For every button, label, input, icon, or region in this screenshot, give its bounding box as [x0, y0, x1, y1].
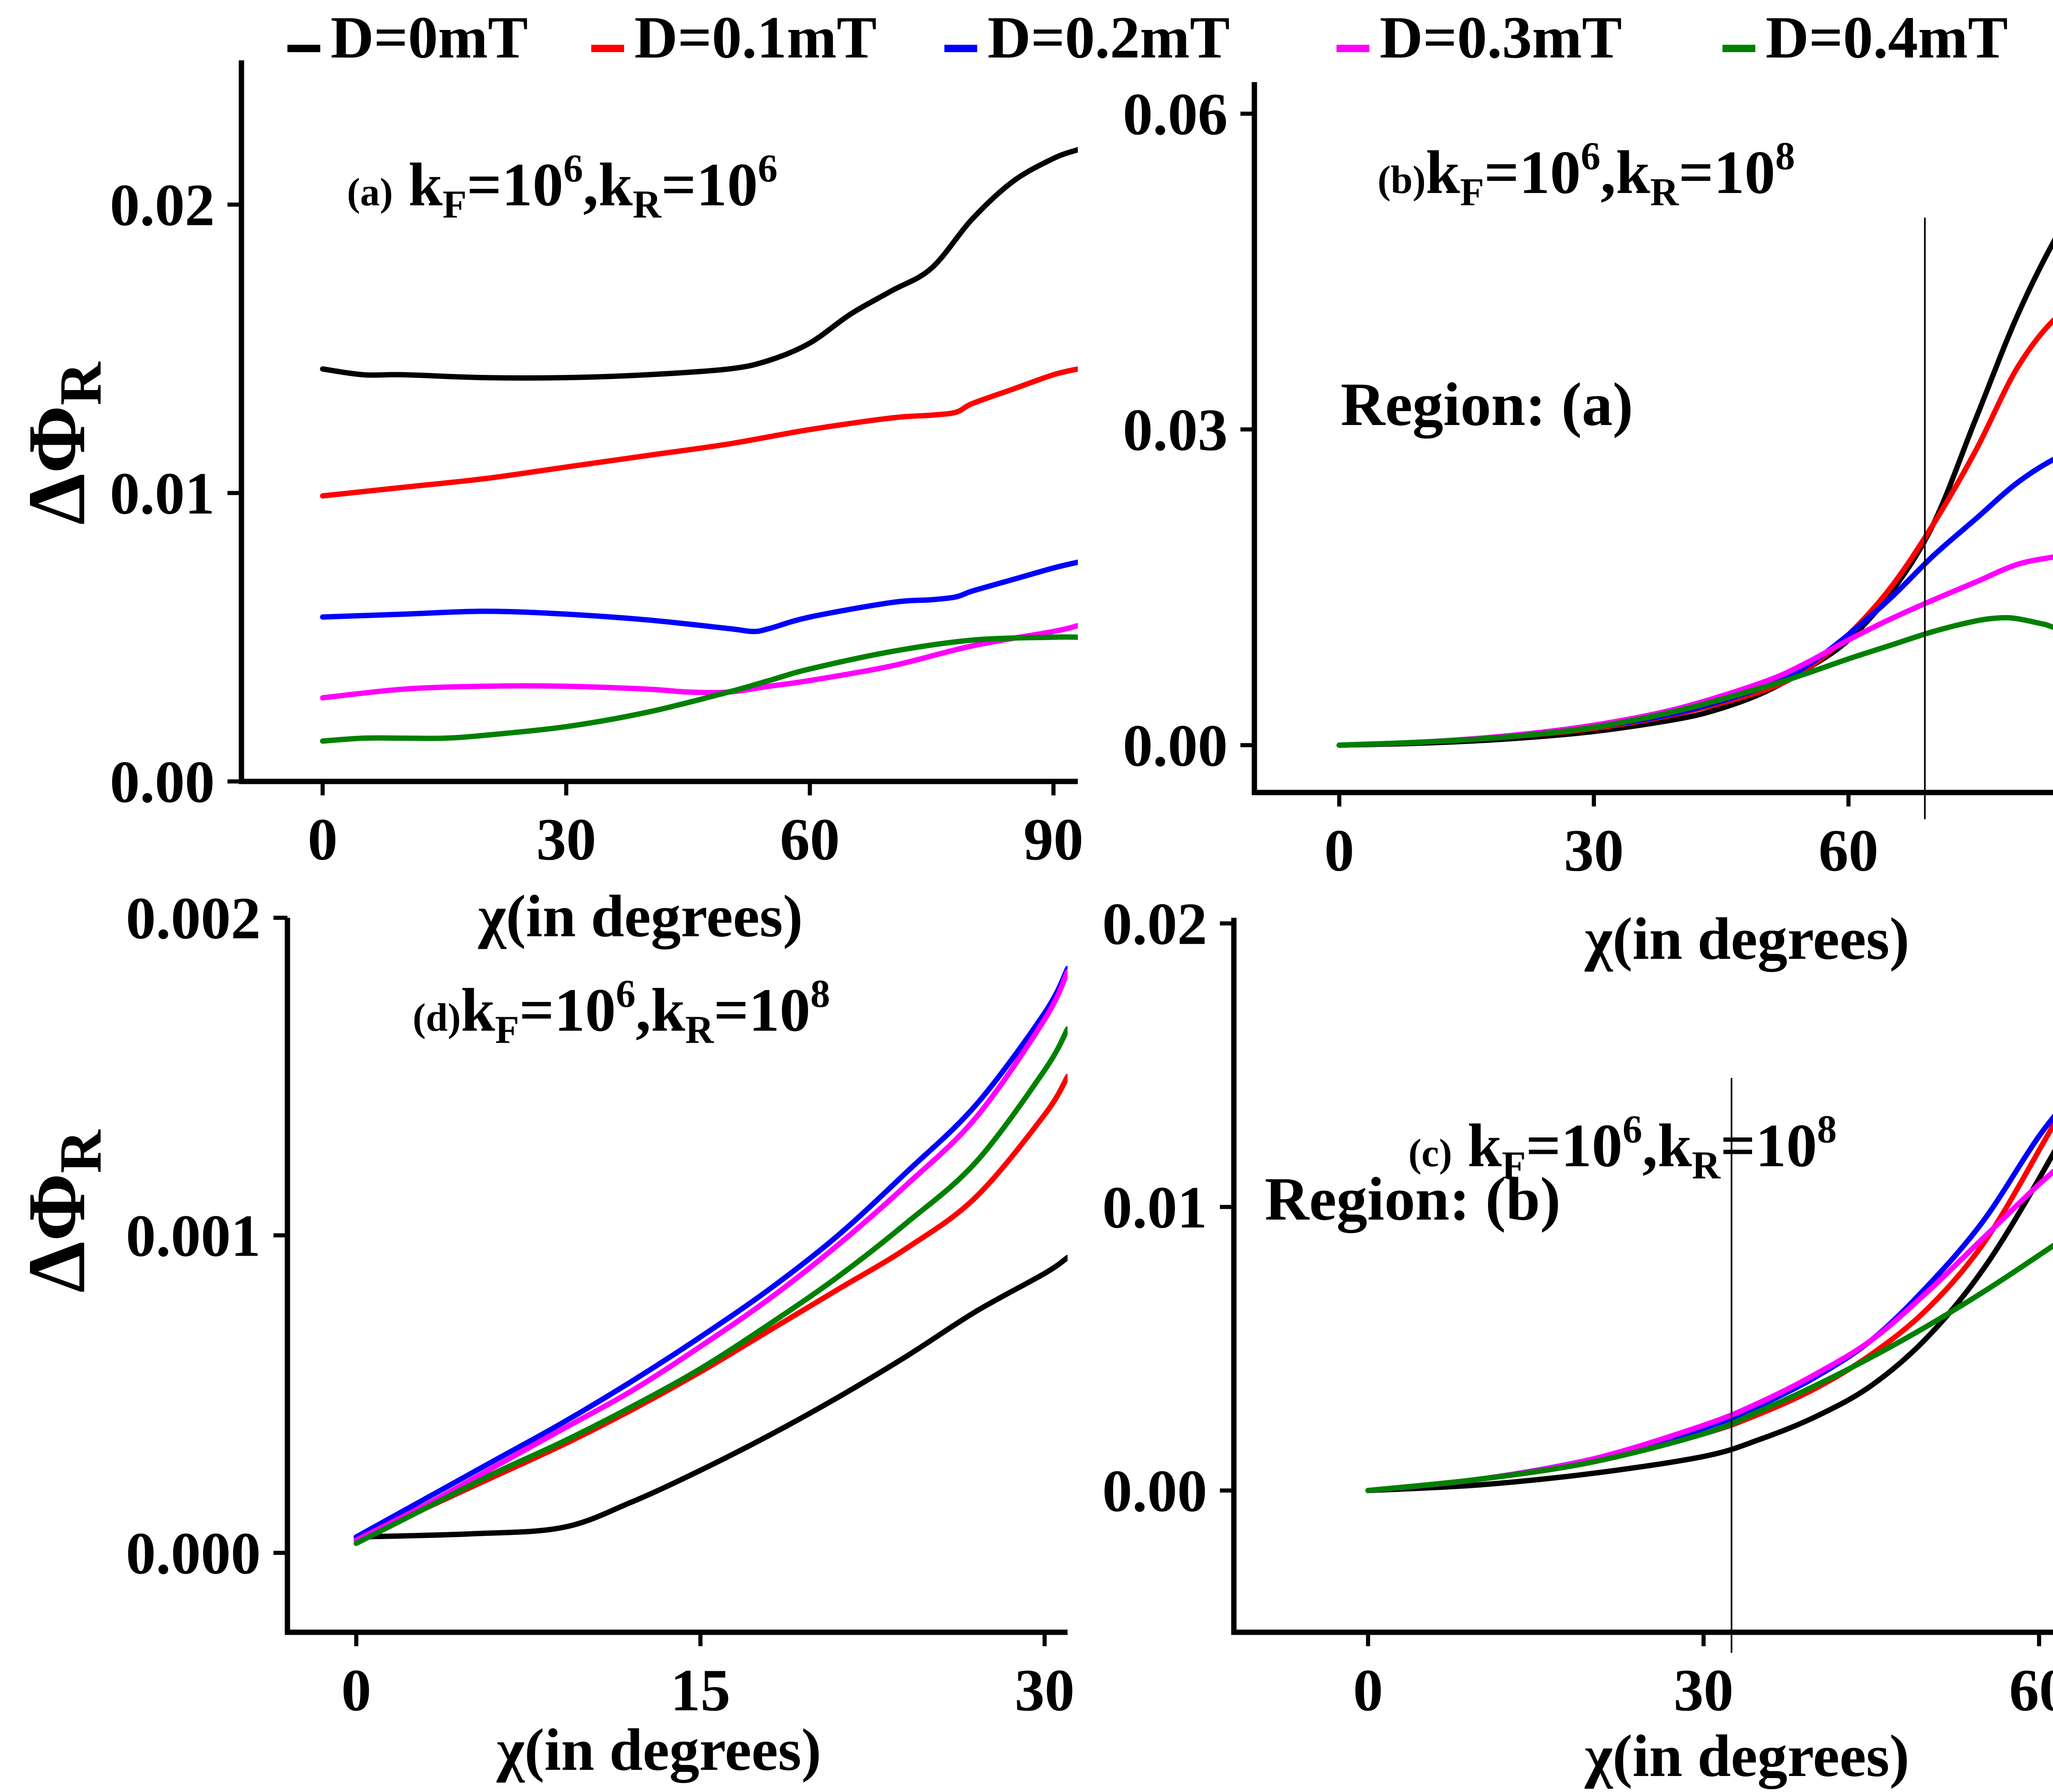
legend-label-3: D=0.3mT	[1380, 4, 1622, 71]
panel-d-series-4	[354, 1026, 1068, 1546]
panel-d-xlabel: χ(in degrees)	[496, 1716, 822, 1783]
panel-a-series-1	[320, 366, 1078, 499]
panel-c-xtick-label-0: 0	[1353, 1657, 1383, 1723]
panel-a-ytick-label-1: 0.01	[110, 460, 215, 527]
panel-b-ytick-label-1: 0.03	[1123, 397, 1228, 463]
panel-d-ylabel: ΔΦR	[11, 1129, 114, 1293]
panel-a-title: (a) kF=106,kR=106	[347, 146, 778, 226]
panel-c-ytick-label-0: 0.00	[1102, 1458, 1208, 1524]
panel-a-axes	[239, 60, 1078, 784]
panel-b-xtick-label-2: 60	[1819, 817, 1878, 884]
panel-d-ytick-label-2: 0.002	[126, 885, 261, 951]
panel-b-ytick-label-2: 0.06	[1123, 81, 1228, 147]
panel-d-title: (d)kF=106,kR=108	[413, 972, 830, 1052]
panel-b-xtick-label-1: 30	[1564, 817, 1624, 884]
legend-label-2: D=0.2mT	[987, 4, 1230, 71]
panel-c: 0 30 60 0.00 0.01 0.02 (c) kF=106,kR=108 Regi…	[1102, 891, 2053, 1789]
panel-c-xtick-label-1: 30	[1674, 1657, 1734, 1723]
panel-a-xtick-label-2: 60	[780, 806, 840, 873]
panel-b-title: (b)kF=106,kR=108	[1378, 134, 1795, 214]
legend: D=0mT D=0.1mT D=0.2mT D=0.3mT D=0.4mT	[287, 4, 2008, 71]
panel-c-axes	[1231, 918, 2053, 1635]
panel-b-axes	[1252, 82, 2053, 795]
panel-c-title: (c) kF=106,kR=108	[1408, 1107, 1837, 1187]
panel-c-ytick-label-1: 0.01	[1102, 1174, 1208, 1241]
panel-a-xtick-label-3: 90	[1024, 806, 1084, 873]
legend-label-0: D=0mT	[331, 4, 528, 71]
panel-a-series-4	[320, 634, 1078, 744]
panel-d-xtick-label-2: 30	[1015, 1657, 1075, 1723]
panel-d-axes	[285, 918, 1068, 1635]
panel-c-region-label: Region: (b)	[1265, 1165, 1561, 1233]
panel-c-series-0	[1365, 1149, 2053, 1493]
panel-a-ytick-label-0: 0.00	[110, 749, 215, 815]
panel-a-series-2	[320, 559, 1078, 634]
panel-b-series-4	[1337, 615, 2053, 748]
panel-a: 0 30 60 90 0.00 0.01 0.02 (a) kF=106,kR=106 χ(…	[11, 60, 1084, 949]
legend-label-1: D=0.1mT	[634, 4, 877, 71]
panel-c-xtick-label-2: 60	[2009, 1657, 2053, 1723]
panel-a-ytick-label-2: 0.02	[110, 172, 215, 238]
panel-d: 0 15 30 0.000 0.001 0.002 (d)kF=106,kR=108 χ(…	[11, 885, 1075, 1783]
panel-d-xtick-label-0: 0	[341, 1657, 371, 1723]
panel-b-ytick-label-0: 0.00	[1123, 712, 1228, 779]
panel-d-ytick-label-0: 0.000	[126, 1520, 261, 1587]
panel-c-series-4	[1365, 1243, 2053, 1493]
panel-d-series-2	[354, 966, 1068, 1540]
panel-b-region-label: Region: (a)	[1341, 370, 1633, 439]
panel-a-xtick-label-0: 0	[308, 806, 338, 873]
panel-a-ylabel: ΔΦR	[11, 361, 114, 525]
panel-a-xtick-label-1: 30	[536, 806, 596, 873]
panel-b-xlabel: χ(in degrees)	[1585, 905, 1910, 972]
panel-a-xlabel: χ(in degrees)	[478, 883, 803, 949]
legend-label-4: D=0.4mT	[1766, 4, 2008, 71]
panel-d-series-0	[354, 1255, 1068, 1540]
panel-d-ytick-label-1: 0.001	[126, 1202, 261, 1269]
panel-d-series-3	[354, 969, 1068, 1543]
panel-d-xtick-label-1: 15	[671, 1657, 730, 1723]
panel-c-xlabel: χ(in degrees)	[1585, 1723, 1910, 1789]
panel-c-ytick-label-2: 0.02	[1102, 891, 1208, 957]
panel-a-series-0	[320, 147, 1078, 381]
panel-b-xtick-label-0: 0	[1324, 817, 1354, 884]
